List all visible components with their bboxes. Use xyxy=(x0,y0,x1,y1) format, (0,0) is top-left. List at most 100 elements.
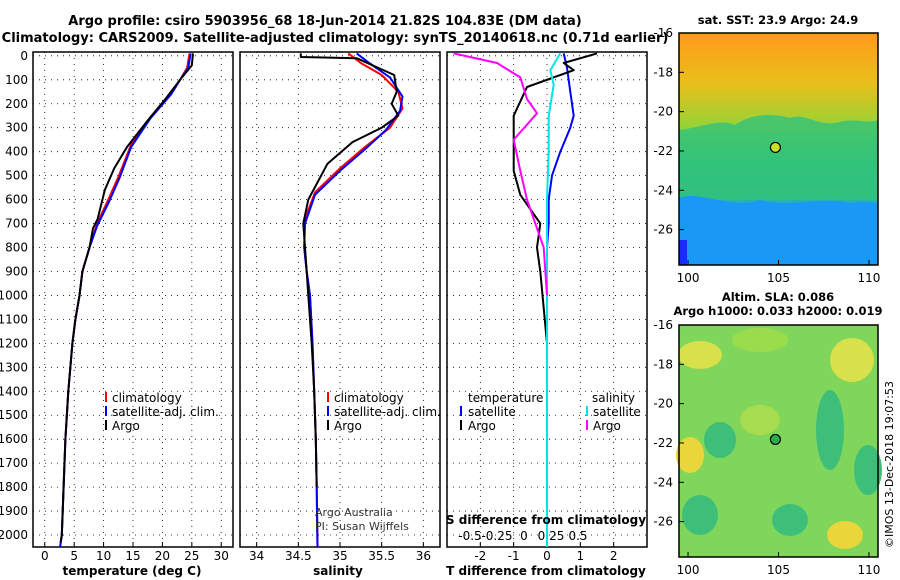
map-y-tick-label: -26 xyxy=(653,223,673,237)
x-tick-label: -2 xyxy=(474,549,486,563)
s-tick-label: 0.5 xyxy=(568,529,587,543)
map-y-tick-label: -18 xyxy=(653,357,673,371)
sst-argo-marker xyxy=(769,141,782,154)
x-tick-label: 30 xyxy=(214,549,229,563)
temperature-series xyxy=(59,53,194,547)
sla-feature xyxy=(704,422,736,458)
sst-blue-region xyxy=(679,196,878,265)
figure-title-line1: Argo profile: csiro 5903956_68 18-Jun-20… xyxy=(68,14,581,29)
legend-label-satellite: satellite-adj. clim. xyxy=(334,405,441,419)
x-tick-label: 0 xyxy=(41,549,49,563)
map-y-tick-label: -24 xyxy=(653,183,673,197)
map-x-tick-label: 100 xyxy=(677,271,700,285)
series-line-s-argo xyxy=(453,52,548,296)
difference-series xyxy=(453,52,598,547)
sla-feature xyxy=(678,341,722,369)
sla-feature xyxy=(816,390,844,470)
sst-map xyxy=(678,32,879,266)
x-tick-label: 2 xyxy=(610,549,618,563)
depth-tick-label: 1600 xyxy=(0,432,28,446)
legend-label-s-argo: Argo xyxy=(593,419,621,433)
sla-map-ticks: 100 105 110 -16 -18 -20 -22 -24 -26 xyxy=(653,318,880,577)
map-y-tick-label: -16 xyxy=(653,318,673,332)
s-tick-label: 0.25 xyxy=(538,529,565,543)
map-x-tick-label: 110 xyxy=(858,563,881,577)
sla-feature xyxy=(772,504,808,536)
imos-credit: ©IMOS 13-Dec-2018 19:07:53 xyxy=(883,381,896,548)
depth-tick-label: 0 xyxy=(20,49,28,63)
x-tick-label: 35.5 xyxy=(368,549,395,563)
sla-feature xyxy=(732,328,788,352)
x-tick-labels: 0 5 10 15 20 25 30 34 34.5 35 35.5 36 -2 -1 0 1 2-0.5 -0.… xyxy=(41,529,618,563)
sla-feature xyxy=(827,521,863,549)
series-line-argo xyxy=(59,53,194,543)
series-line-t-argo xyxy=(512,52,598,547)
map-y-tick-label: -16 xyxy=(653,26,673,40)
sla-argo-marker xyxy=(769,433,782,446)
depth-tick-labels: 0 100 200 300 400 500 600 700 800 900 1000 1100 1200… xyxy=(0,49,28,542)
x-tick-label: 1 xyxy=(577,549,585,563)
x-tick-label: 0 xyxy=(543,549,551,563)
depth-tick-label: 800 xyxy=(5,241,28,255)
map-y-tick-label: -22 xyxy=(653,436,673,450)
salinity-legend: climatology satellite-adj. clim. Argo xyxy=(327,391,441,433)
depth-tick-label: 2000 xyxy=(0,528,28,542)
map-x-tick-label: 100 xyxy=(677,563,700,577)
map-y-tick-label: -26 xyxy=(653,515,673,529)
depth-tick-label: 900 xyxy=(5,264,28,278)
legend-title-salinity: salinity xyxy=(592,391,635,405)
depth-tick-label: 700 xyxy=(5,217,28,231)
sla-feature xyxy=(830,338,874,382)
sst-map-ticks: 100 105 110 -16 -18 -20 -22 -24 -26 xyxy=(653,26,880,285)
map-x-tick-label: 110 xyxy=(858,271,881,285)
map-y-tick-label: -20 xyxy=(653,105,673,119)
x-tick-label: 20 xyxy=(155,549,170,563)
map-y-tick-label: -22 xyxy=(653,144,673,158)
t-difference-axis-label: T difference from climatology xyxy=(446,564,646,578)
x-tick-label: 36 xyxy=(416,549,431,563)
sla-map xyxy=(676,324,882,558)
depth-tick-label: 300 xyxy=(5,121,28,135)
s-tick-label: -0.5 xyxy=(458,529,481,543)
sst-map-title: sat. SST: 23.9 Argo: 24.9 xyxy=(698,13,858,27)
x-tick-label: 34.5 xyxy=(285,549,312,563)
map-y-tick-label: -24 xyxy=(653,475,673,489)
credit-pi: PI: Susan Wijffels xyxy=(315,520,409,533)
series-line-argo xyxy=(299,53,400,488)
depth-tick-label: 1300 xyxy=(0,360,28,374)
sst-green-tongue xyxy=(679,114,878,200)
legend-label-climatology: climatology xyxy=(112,391,182,405)
legend-label-s-satellite: satellite xyxy=(593,405,641,419)
legend-label-t-satellite: satellite xyxy=(468,405,516,419)
sla-map-title-line1: Altim. SLA: 0.086 xyxy=(722,290,834,304)
temperature-legend: climatology satellite-adj. clim. Argo xyxy=(105,391,219,433)
map-x-tick-label: 105 xyxy=(767,563,790,577)
map-y-tick-label: -18 xyxy=(653,65,673,79)
depth-tick-label: 1700 xyxy=(0,456,28,470)
legend-label-climatology: climatology xyxy=(334,391,404,405)
legend-label-argo: Argo xyxy=(334,419,362,433)
series-line-s-satellite xyxy=(546,52,562,547)
s-difference-axis-label: S difference from climatology xyxy=(446,513,646,527)
legend-title-temperature: temperature xyxy=(468,391,543,405)
map-x-tick-label: 105 xyxy=(767,271,790,285)
map-y-tick-label: -20 xyxy=(653,397,673,411)
series-line-t-satellite xyxy=(546,53,575,547)
x-tick-label: 25 xyxy=(184,549,199,563)
legend-label-satellite: satellite-adj. clim. xyxy=(112,405,219,419)
difference-legend: temperature satellite Argo salinity sate… xyxy=(460,391,641,433)
legend-label-argo: Argo xyxy=(112,419,140,433)
sla-feature xyxy=(676,437,704,473)
s-tick-label: 0 xyxy=(520,529,528,543)
depth-tick-label: 1800 xyxy=(0,480,28,494)
depth-tick-label: 600 xyxy=(5,193,28,207)
x-tick-label: 35 xyxy=(332,549,347,563)
depth-tick-label: 1900 xyxy=(0,504,28,518)
grid-layer xyxy=(33,52,647,547)
depth-tick-label: 1100 xyxy=(0,312,28,326)
x-tick-label: 15 xyxy=(125,549,140,563)
depth-tick-label: 1000 xyxy=(0,288,28,302)
x-tick-label: 34 xyxy=(249,549,264,563)
depth-tick-label: 200 xyxy=(5,97,28,111)
